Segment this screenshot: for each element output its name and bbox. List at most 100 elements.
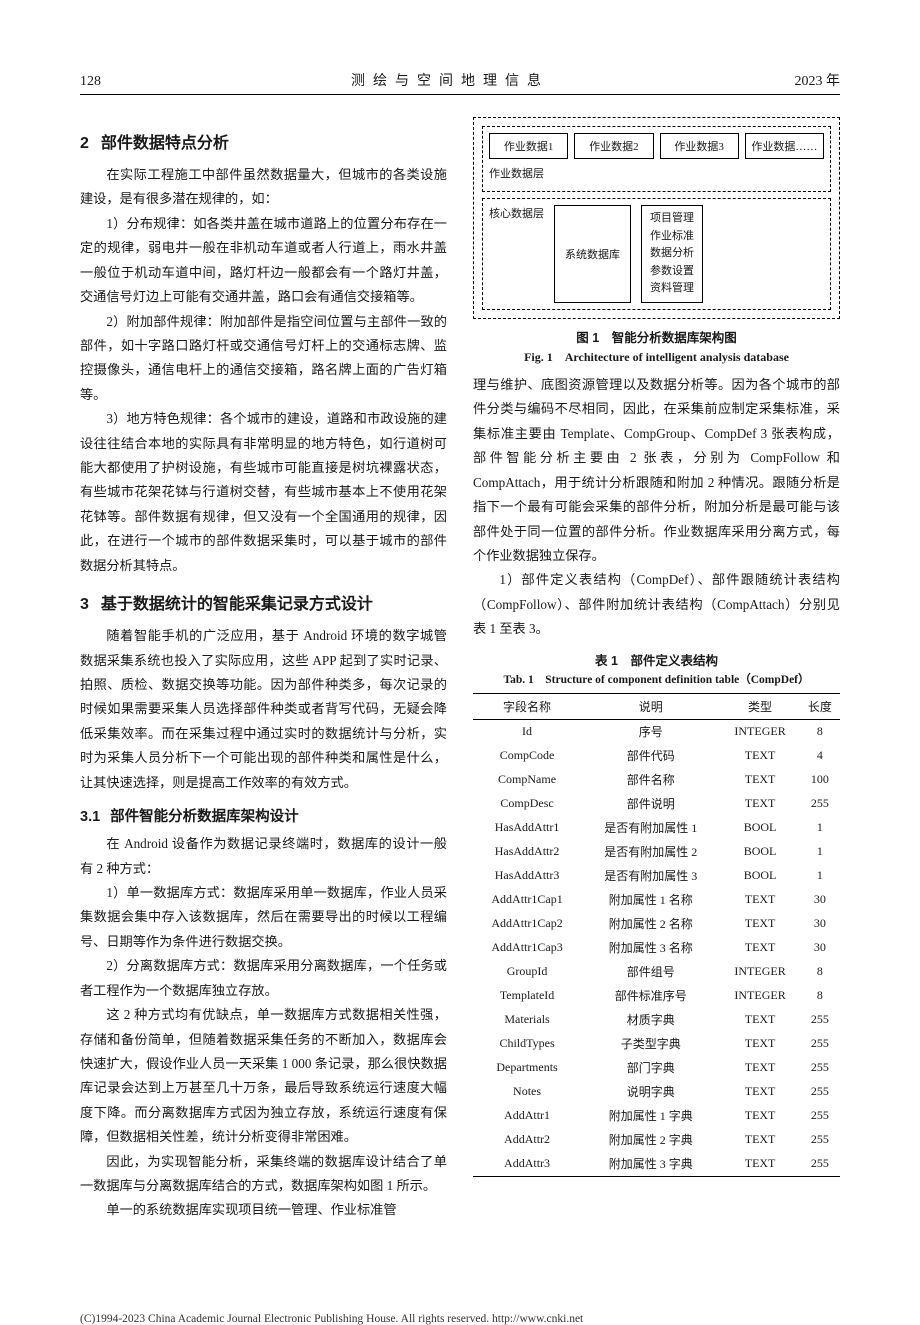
table-cell: 部件组号 [581,960,720,984]
footer-copyright: (C)1994-2023 China Academic Journal Elec… [80,1313,840,1325]
subsection-3-1-number: 3.1 [80,809,100,825]
table-cell: Departments [473,1056,581,1080]
table-cell: 是否有附加属性 3 [581,864,720,888]
table-cell: TEXT [720,1032,799,1056]
core-layer-label: 核心数据层 [489,205,544,303]
job-db-3: 作业数据3 [660,133,739,159]
table-cell: 序号 [581,719,720,744]
s31-p5: 因此，为实现智能分析，采集终端的数据库设计结合了单一数据库与分离数据库结合的方式… [80,1150,447,1199]
table-cell: TEXT [720,1152,799,1177]
col-desc: 说明 [581,693,720,719]
table-cell: 附加属性 1 字典 [581,1104,720,1128]
table-row: Materials材质字典TEXT255 [473,1008,840,1032]
section-3-number: 3 [80,596,89,613]
table-cell: BOOL [720,864,799,888]
table-cell: AddAttr1Cap1 [473,888,581,912]
table-cell: 附加属性 3 名称 [581,936,720,960]
right-column: 作业数据1 作业数据2 作业数据3 作业数据…… 作业数据层 核心数据层 系统数… [473,117,840,1223]
two-column-body: 2部件数据特点分析 在实际工程施工中部件虽然数据量大，但城市的各类设施建设，是有… [80,117,840,1223]
table-cell: AddAttr1Cap3 [473,936,581,960]
table-row: GroupId部件组号INTEGER8 [473,960,840,984]
table-cell: Id [473,719,581,744]
table-cell: 255 [800,1032,840,1056]
s31-p1: 在 Android 设备作为数据记录终端时，数据库的设计一般有 2 种方式： [80,832,447,881]
subsection-3-1-heading: 3.1部件智能分析数据库架构设计 [80,805,447,826]
table-cell: 是否有附加属性 2 [581,840,720,864]
table-row: Notes说明字典TEXT255 [473,1080,840,1104]
table-cell: 255 [800,1104,840,1128]
table-row: HasAddAttr1是否有附加属性 1BOOL1 [473,816,840,840]
s31-p3: 2）分离数据库方式：数据库采用分离数据库，一个任务或者工程作为一个数据库独立存放… [80,954,447,1003]
table-cell: TEXT [720,1104,799,1128]
table-cell: INTEGER [720,719,799,744]
table-cell: 附加属性 2 名称 [581,912,720,936]
s31-p2: 1）单一数据库方式：数据库采用单一数据库，作业人员采集数据会集中存入该数据库，然… [80,881,447,954]
section-3-title: 基于数据统计的智能采集记录方式设计 [101,596,373,613]
sec2-item-2: 2）附加部件规律：附加部件是指空间位置与主部件一致的部件，如十字路口路灯杆或交通… [80,310,447,408]
table-cell: 说明字典 [581,1080,720,1104]
table-cell: 8 [800,719,840,744]
table-row: AddAttr1Cap2附加属性 2 名称TEXT30 [473,912,840,936]
table-row: CompDesc部件说明TEXT255 [473,792,840,816]
table-cell: TEXT [720,744,799,768]
left-column: 2部件数据特点分析 在实际工程施工中部件虽然数据量大，但城市的各类设施建设，是有… [80,117,447,1223]
table-cell: 附加属性 2 字典 [581,1128,720,1152]
table-cell: AddAttr1Cap2 [473,912,581,936]
table-cell: ChildTypes [473,1032,581,1056]
page: 128 测绘与空间地理信息 2023 年 2部件数据特点分析 在实际工程施工中部… [0,0,920,1283]
function-list: 项目管理 作业标准 数据分析 参数设置 资料管理 [641,205,703,303]
table-cell: 是否有附加属性 1 [581,816,720,840]
table-cell: 附加属性 3 字典 [581,1152,720,1177]
table-1-body: Id序号INTEGER8CompCode部件代码TEXT4CompName部件名… [473,719,840,1176]
table-cell: CompDesc [473,792,581,816]
func-3: 数据分析 [650,245,694,263]
table-cell: Notes [473,1080,581,1104]
table-cell: 255 [800,1008,840,1032]
right-para-1: 理与维护、底图资源管理以及数据分析等。因为各个城市的部件分类与编码不尽相同，因此… [473,373,840,568]
table-cell: AddAttr3 [473,1152,581,1177]
table-cell: 材质字典 [581,1008,720,1032]
job-db-2: 作业数据2 [574,133,653,159]
running-head: 128 测绘与空间地理信息 2023 年 [80,70,840,95]
core-layer: 核心数据层 系统数据库 项目管理 作业标准 数据分析 参数设置 资料管理 [482,198,831,310]
figure-1-caption-zh: 图 1 智能分析数据库架构图 [473,327,840,346]
table-cell: 255 [800,1128,840,1152]
table-cell: HasAddAttr3 [473,864,581,888]
table-cell: TEXT [720,768,799,792]
col-type: 类型 [720,693,799,719]
table-row: AddAttr2附加属性 2 字典TEXT255 [473,1128,840,1152]
table-cell: 部件标准序号 [581,984,720,1008]
s31-p6: 单一的系统数据库实现项目统一管理、作业标准管 [80,1198,447,1222]
year: 2023 年 [760,70,840,90]
table-cell: HasAddAttr2 [473,840,581,864]
section-2-heading: 2部件数据特点分析 [80,129,447,153]
table-cell: 子类型字典 [581,1032,720,1056]
table-cell: HasAddAttr1 [473,816,581,840]
figure-1-diagram: 作业数据1 作业数据2 作业数据3 作业数据…… 作业数据层 核心数据层 系统数… [473,117,840,319]
table-cell: 255 [800,1056,840,1080]
table-row: AddAttr1Cap1附加属性 1 名称TEXT30 [473,888,840,912]
s31-p4: 这 2 种方式均有优缺点，单一数据库方式数据相关性强，存储和备份简单，但随着数据… [80,1003,447,1150]
func-4: 参数设置 [650,263,694,281]
table-cell: 30 [800,936,840,960]
table-1-caption-en: Tab. 1 Structure of component definition… [473,671,840,687]
table-cell: AddAttr2 [473,1128,581,1152]
section-3-heading: 3 基于数据统计的智能采集记录方式设计 [80,590,447,614]
table-cell: 1 [800,816,840,840]
table-cell: INTEGER [720,960,799,984]
table-cell: BOOL [720,816,799,840]
job-db-1: 作业数据1 [489,133,568,159]
table-cell: 1 [800,864,840,888]
right-para-2: 1）部件定义表结构（CompDef）、部件跟随统计表结构（CompFollow）… [473,568,840,641]
table-cell: TEXT [720,1056,799,1080]
table-cell: 1 [800,840,840,864]
table-row: Id序号INTEGER8 [473,719,840,744]
journal-title: 测绘与空间地理信息 [140,70,760,90]
table-cell: 8 [800,960,840,984]
job-db-more: 作业数据…… [745,133,824,159]
job-db-row: 作业数据1 作业数据2 作业数据3 作业数据…… [489,133,824,159]
table-row: ChildTypes子类型字典TEXT255 [473,1032,840,1056]
jobs-layer-label: 作业数据层 [489,165,824,181]
sec2-intro: 在实际工程施工中部件虽然数据量大，但城市的各类设施建设，是有很多潜在规律的，如： [80,163,447,212]
table-cell: CompCode [473,744,581,768]
